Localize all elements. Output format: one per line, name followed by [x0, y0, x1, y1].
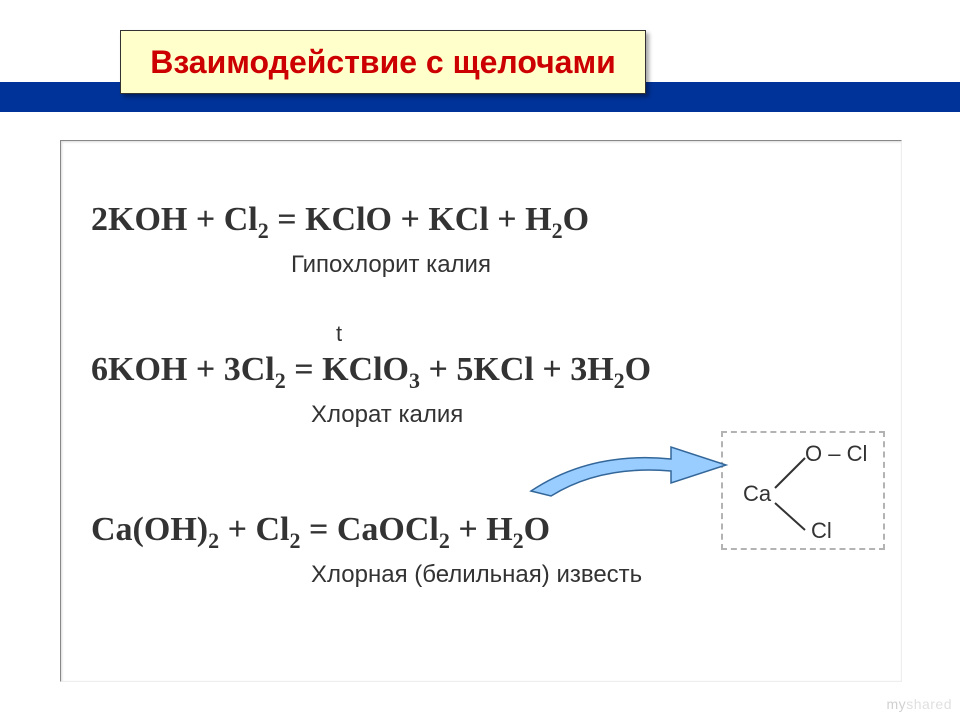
logo-part1: my [887, 696, 907, 712]
eq2-p0: 6KOH + 3Cl [91, 351, 275, 388]
eq3-p6: + H [450, 511, 513, 548]
structure-box: O – Cl Ca Cl [721, 431, 885, 550]
eq2-p5: 2 [614, 368, 625, 393]
eq3-p8: O [524, 511, 550, 548]
caption-3: Хлорная (белильная) известь [311, 561, 642, 589]
equation-3: Ca(OH)2 + Cl2 = CaOCl2 + H2O [91, 511, 550, 549]
eq2-p4: + 5KCl + 3H [420, 351, 614, 388]
equation-1: 2KOH + Cl2 = KClO + KCl + H2O [91, 201, 589, 239]
eq3-p7: 2 [513, 528, 524, 553]
bond-top [775, 458, 805, 488]
caption-1: Гипохлорит калия [291, 251, 491, 279]
eq3-p0: Ca(OH) [91, 511, 208, 548]
caption-2: Хлорат калия [311, 401, 463, 429]
eq2-p6: O [625, 351, 651, 388]
eq3-p4: = CaOCl [300, 511, 438, 548]
arrow-wrap [521, 441, 731, 501]
structure-line1: O – Cl [805, 441, 867, 467]
t-label: t [336, 321, 342, 347]
structure-center: Ca [743, 481, 771, 507]
title-box: Взаимодействие с щелочами [120, 30, 646, 94]
eq1-p4: O [563, 201, 589, 238]
eq3-p5: 2 [439, 528, 450, 553]
arrow-icon [521, 441, 731, 501]
eq3-p1: 2 [208, 528, 219, 553]
logo-part2: shared [906, 696, 952, 712]
equation-2: 6KOH + 3Cl2 = KClO3 + 5KCl + 3H2O [91, 351, 651, 389]
eq1-p1: 2 [258, 218, 269, 243]
bond-bottom [775, 503, 805, 530]
arrow-path [531, 447, 726, 496]
eq2-p1: 2 [275, 368, 286, 393]
eq1-p0: 2KOH + Cl [91, 201, 258, 238]
eq3-p2: + Cl [219, 511, 289, 548]
eq2-p3: 3 [409, 368, 420, 393]
structure-line2: Cl [811, 518, 832, 544]
eq1-p2: = KClO + KCl + H [269, 201, 552, 238]
eq2-p2: = KClO [286, 351, 409, 388]
eq3-p3: 2 [289, 528, 300, 553]
slide: Взаимодействие с щелочами 2KOH + Cl2 = K… [0, 0, 960, 720]
content-panel: 2KOH + Cl2 = KClO + KCl + H2O Гипохлорит… [60, 140, 902, 682]
eq1-p3: 2 [552, 218, 563, 243]
slide-title: Взаимодействие с щелочами [150, 44, 616, 81]
watermark-logo: myshared [887, 696, 952, 712]
